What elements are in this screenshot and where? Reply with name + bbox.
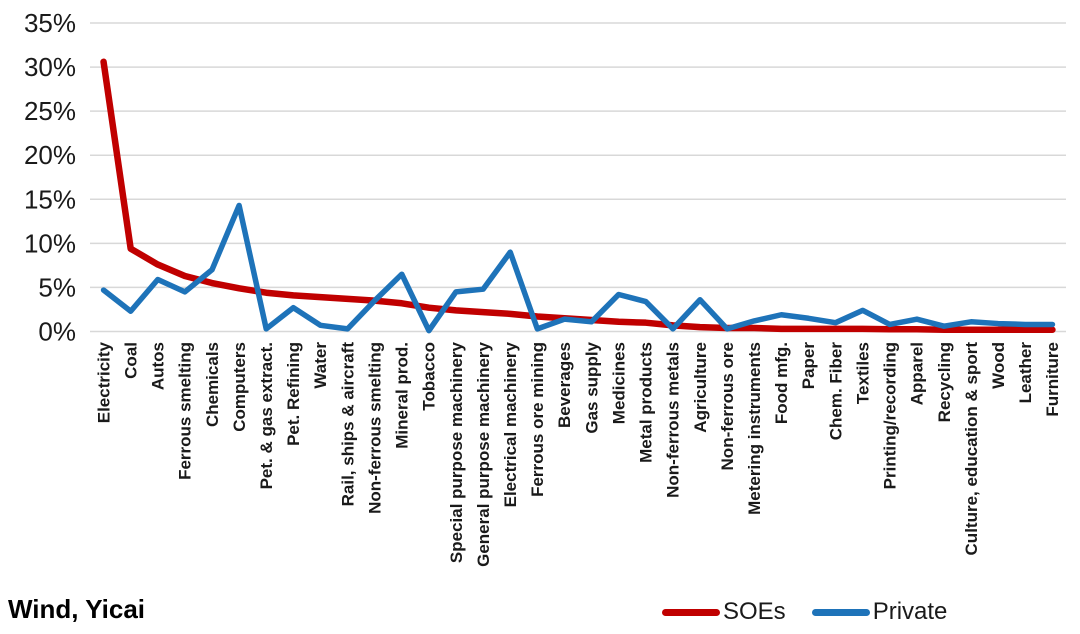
- legend-item-private: Private: [811, 598, 948, 626]
- x-axis-category-label: Water: [311, 342, 330, 389]
- legend-label-private: Private: [872, 598, 948, 625]
- private-line-swatch: [811, 608, 870, 616]
- x-axis-category-label: Beverages: [555, 342, 574, 428]
- private-line: [100, 202, 1056, 334]
- x-axis-category-label: Electrical machinery: [501, 341, 520, 507]
- x-axis-category-label: Wood: [989, 342, 1008, 389]
- x-axis-category-label: Metering instruments: [745, 342, 764, 515]
- x-axis-category-label: Pet. Refining: [284, 342, 303, 446]
- x-axis-category-label: Rail, ships & aircraft: [338, 342, 357, 507]
- x-axis-category-label: Ferrous ore mining: [528, 342, 547, 497]
- x-axis-category-label: Chemicals: [203, 342, 222, 427]
- soes-line: [100, 58, 1056, 333]
- x-axis-category-label: Paper: [799, 342, 818, 390]
- x-axis-category-label: Non-ferrous metals: [664, 342, 683, 498]
- x-axis-category-label: Electricity: [94, 341, 113, 423]
- x-axis-category-label: Non-ferrous ore: [718, 342, 737, 470]
- x-axis-category-label: Mineral prod.: [393, 342, 412, 449]
- x-axis-category-label: Printing/recording: [881, 342, 900, 489]
- x-axis-category-label: Textiles: [853, 342, 872, 404]
- x-axis-category-label: Leather: [1016, 342, 1035, 404]
- legend-item-soes: SOEs: [662, 598, 786, 626]
- x-axis-category-label: Metal products: [637, 342, 656, 463]
- x-axis-category-label: Agriculture: [691, 342, 710, 433]
- y-axis-tick-label: 30%: [24, 52, 76, 82]
- y-axis-tick-label: 15%: [24, 184, 76, 214]
- y-axis-tick-label: 20%: [24, 140, 76, 170]
- x-axis-category-label: Computers: [230, 342, 249, 432]
- y-axis-tick-label: 10%: [24, 228, 76, 258]
- y-axis-tick-label: 5%: [38, 272, 76, 302]
- x-axis-category-label: Pet. & gas extract.: [257, 342, 276, 489]
- x-axis-category-label: Autos: [149, 342, 168, 390]
- x-axis-category-label: Apparel: [908, 342, 927, 405]
- soes-line-swatch: [662, 608, 720, 616]
- x-axis-category-label: Food mfg.: [772, 342, 791, 424]
- source-label: Wind, Yicai: [8, 594, 146, 624]
- legend-label-soes: SOEs: [723, 598, 786, 625]
- x-axis-category-label: Medicines: [609, 342, 628, 424]
- x-axis-category-label: Special purpose machinery: [447, 341, 466, 563]
- x-axis-category-label: Culture, education & sport: [962, 342, 981, 556]
- legend: SOEs Private: [662, 598, 947, 626]
- x-axis-category-label: Non-ferrous smelting: [365, 342, 384, 514]
- x-axis-category-label: General purpose machinery: [474, 341, 493, 566]
- x-axis-category-label: Coal: [121, 342, 140, 379]
- y-axis-tick-label: 25%: [24, 96, 76, 126]
- y-axis-tick-label: 0%: [38, 317, 76, 347]
- x-axis-category-label: Tobacco: [420, 342, 439, 411]
- x-axis-category-label: Furniture: [1043, 342, 1062, 417]
- x-axis-category-label: Ferrous smelting: [176, 342, 195, 480]
- y-axis-tick-label: 35%: [24, 8, 76, 38]
- x-axis-category-label: Chem. Fiber: [826, 342, 845, 441]
- x-axis-category-label: Recycling: [935, 342, 954, 422]
- x-axis-category-label: Gas supply: [582, 341, 601, 433]
